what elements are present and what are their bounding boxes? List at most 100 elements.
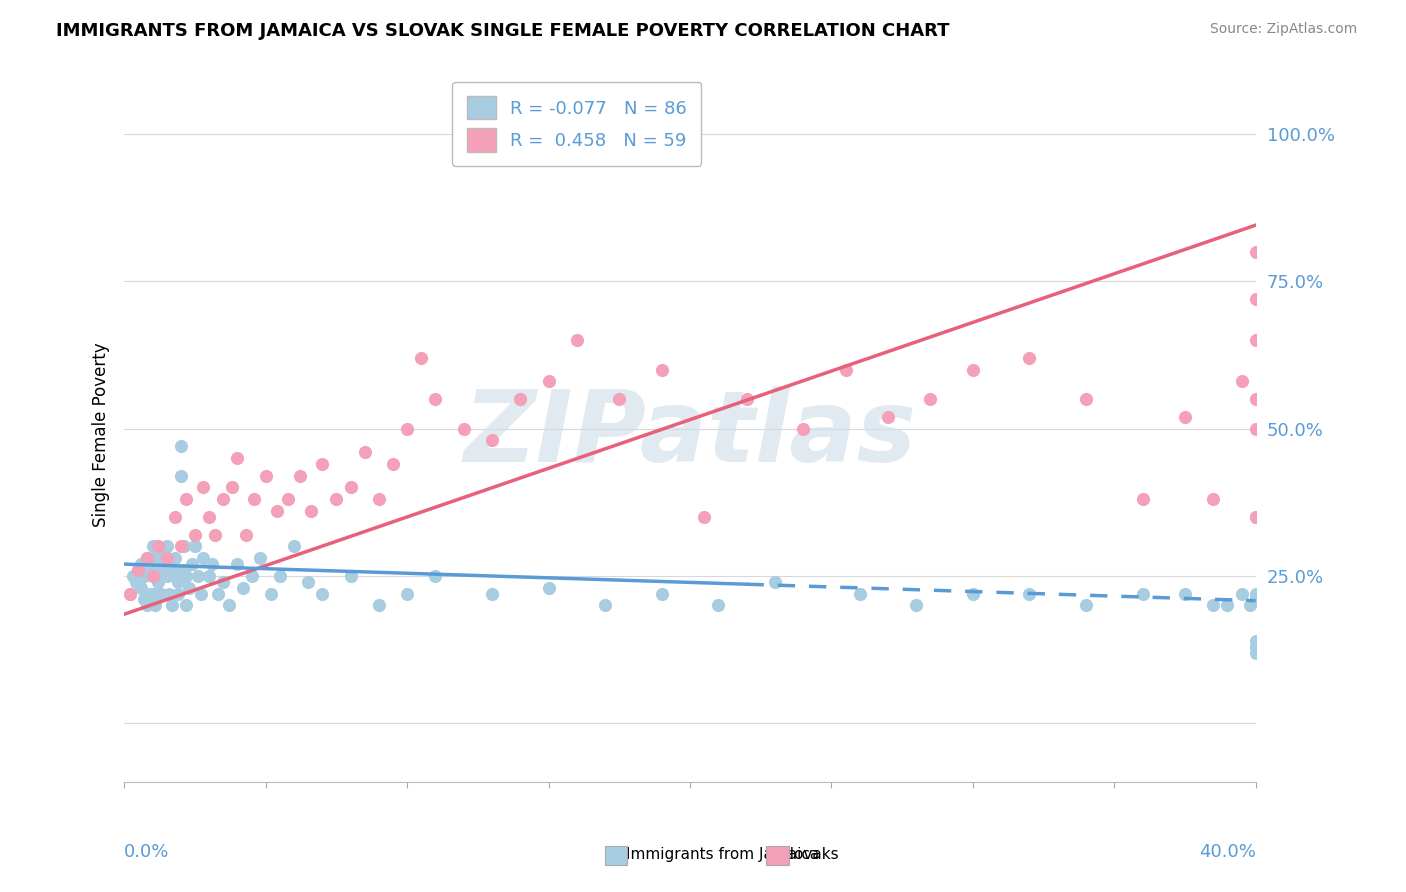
Point (792, 421, 814, 435)
Text: Slovaks: Slovaks (780, 847, 839, 862)
Point (198, 569, 221, 583)
Point (184, 527, 207, 541)
Point (1202, 492, 1225, 507)
Point (1244, 640, 1267, 654)
Text: 0.0%: 0.0% (124, 843, 170, 861)
Point (1132, 492, 1154, 507)
Point (138, 563, 160, 577)
Point (651, 586, 673, 600)
Point (396, 421, 419, 435)
Point (212, 492, 235, 507)
Point (156, 551, 179, 566)
Point (204, 527, 226, 541)
Point (1132, 586, 1154, 600)
Point (141, 569, 163, 583)
Point (537, 375, 560, 389)
Point (299, 504, 322, 518)
Point (339, 481, 361, 495)
Point (127, 563, 149, 577)
Point (170, 540, 193, 554)
Point (1244, 586, 1267, 600)
Point (411, 351, 433, 365)
Point (297, 574, 319, 589)
Point (353, 445, 375, 459)
Point (1244, 244, 1267, 259)
Point (509, 392, 531, 406)
Point (920, 392, 942, 406)
Point (132, 592, 155, 607)
Point (325, 492, 347, 507)
Point (311, 586, 333, 600)
Point (367, 599, 389, 613)
Point (135, 551, 157, 566)
Point (269, 569, 291, 583)
Point (212, 574, 235, 589)
Point (1244, 421, 1267, 435)
Point (184, 540, 207, 554)
Point (167, 586, 190, 600)
Point (156, 540, 179, 554)
Point (176, 599, 198, 613)
Text: Source: ZipAtlas.com: Source: ZipAtlas.com (1209, 22, 1357, 37)
Point (193, 481, 215, 495)
Point (288, 468, 311, 483)
Point (1244, 510, 1267, 524)
Point (201, 557, 224, 571)
Text: IMMIGRANTS FROM JAMAICA VS SLOVAK SINGLE FEMALE POVERTY CORRELATION CHART: IMMIGRANTS FROM JAMAICA VS SLOVAK SINGLE… (56, 22, 949, 40)
Point (1244, 392, 1267, 406)
Point (1244, 646, 1267, 660)
Point (132, 569, 155, 583)
Point (176, 492, 198, 507)
Point (150, 551, 173, 566)
Point (962, 362, 984, 376)
Point (1074, 392, 1097, 406)
Point (138, 586, 160, 600)
Point (198, 510, 221, 524)
Point (693, 510, 716, 524)
Point (848, 586, 870, 600)
Point (962, 586, 984, 600)
Point (1244, 292, 1267, 306)
Point (1202, 599, 1225, 613)
Point (165, 510, 187, 524)
Point (240, 569, 263, 583)
Y-axis label: Single Female Poverty: Single Female Poverty (93, 343, 110, 527)
Point (121, 569, 143, 583)
Point (1174, 586, 1197, 600)
Point (877, 409, 900, 424)
Point (834, 362, 856, 376)
Point (150, 586, 173, 600)
Point (243, 492, 266, 507)
Point (143, 599, 166, 613)
Point (425, 569, 447, 583)
Point (1230, 586, 1253, 600)
Point (176, 569, 198, 583)
Point (481, 586, 503, 600)
Point (129, 581, 152, 595)
Point (226, 450, 249, 465)
Point (1244, 333, 1267, 347)
Point (135, 551, 157, 566)
Point (707, 599, 730, 613)
Point (735, 392, 758, 406)
Point (607, 392, 630, 406)
Point (167, 574, 190, 589)
Point (146, 557, 169, 571)
Point (190, 586, 212, 600)
Point (146, 574, 169, 589)
Point (905, 599, 928, 613)
Point (146, 540, 169, 554)
Point (481, 434, 503, 448)
Point (537, 581, 560, 595)
Point (235, 527, 257, 541)
Point (311, 457, 333, 471)
Point (425, 392, 447, 406)
Point (162, 563, 184, 577)
Point (763, 574, 786, 589)
Point (173, 540, 195, 554)
Point (181, 557, 204, 571)
Point (651, 362, 673, 376)
Point (593, 599, 616, 613)
Point (1174, 409, 1197, 424)
Point (141, 569, 163, 583)
